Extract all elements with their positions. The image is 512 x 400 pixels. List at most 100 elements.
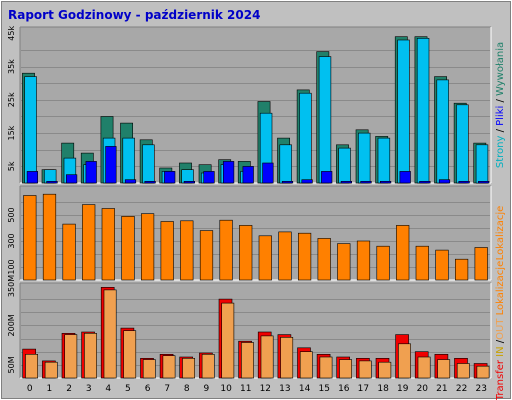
- bar-pliki-5: [122, 137, 135, 184]
- x-tick-label-11: 11: [240, 384, 251, 394]
- x-tick-label-19: 19: [397, 384, 409, 394]
- bar-lokalizacje-14: [297, 232, 312, 281]
- side-label-part: IN: [495, 343, 506, 360]
- side-label-part: OUT: [495, 318, 506, 340]
- x-tick-label-18: 18: [377, 384, 389, 394]
- side-label-part: Strony: [495, 136, 506, 169]
- panel-bottom: 50M 200M 350M Transfer IN /OUT Lokalizacje: [7, 261, 506, 400]
- x-tick-label-12: 12: [260, 384, 271, 394]
- bar-strony-13: [281, 181, 294, 184]
- bar-out-23: [476, 365, 490, 379]
- side-label-part: /: [495, 126, 506, 136]
- bar-pliki-21: [436, 79, 449, 184]
- bar-lokalizacje-2: [62, 223, 76, 281]
- plot-area-bottom: [20, 283, 491, 378]
- bar-lokalizacje-0: [23, 195, 37, 281]
- y-tick-label: 15k: [7, 125, 16, 140]
- bar-out-8: [182, 357, 195, 379]
- bar-pliki-19: [397, 39, 410, 184]
- bar-lokalizacje-16: [337, 243, 351, 281]
- bar-out-3: [84, 332, 97, 379]
- hour-axis-labels: 0 1 2 3 4 5 6 7 8 9 10 11 12 13 14 15 16 17 18 19 20 21 22 23: [27, 384, 487, 394]
- bar-out-5: [123, 330, 137, 379]
- bar-strony-11: [242, 166, 254, 184]
- bar-pliki-22: [456, 104, 469, 184]
- plot-area-middle: [20, 186, 491, 280]
- bar-lokalizacje-8: [180, 220, 194, 281]
- bar-out-7: [162, 355, 176, 379]
- x-tick-label-16: 16: [338, 384, 350, 394]
- bar-lokalizacje-7: [160, 221, 174, 281]
- bar-strony-0: [26, 171, 39, 184]
- plot-area-top: [20, 27, 491, 183]
- bar-pliki-20: [416, 37, 430, 184]
- side-label-part: Transfer: [495, 359, 506, 400]
- bar-out-12: [260, 335, 274, 379]
- bar-strony-1: [46, 181, 58, 184]
- bar-pliki-6: [142, 144, 155, 184]
- bar-pliki-15: [318, 56, 332, 184]
- side-label-part: /: [495, 339, 506, 343]
- bar-out-16: [339, 359, 352, 379]
- bar-strony-14: [301, 179, 313, 184]
- bar-pliki-18: [377, 137, 391, 184]
- bar-out-17: [358, 360, 372, 379]
- bar-strony-21: [438, 179, 451, 184]
- bar-lokalizacje-4: [101, 208, 115, 281]
- bar-pliki-16: [338, 147, 351, 184]
- x-tick-label-0: 0: [27, 384, 33, 394]
- bar-out-6: [142, 359, 156, 379]
- chart-panels: 5k 15k 25k 35k 45k Strony / Pliki / Wywołania…: [7, 26, 506, 400]
- bar-strony-22: [458, 181, 470, 184]
- y-tick-label: 500: [7, 207, 16, 222]
- bar-lokalizacje-5: [121, 216, 135, 281]
- side-label-part: Pliki: [495, 106, 506, 126]
- y-tick-label: 200M: [7, 314, 16, 336]
- bar-out-9: [201, 353, 215, 379]
- bar-out-15: [319, 356, 333, 379]
- bar-strony-16: [340, 181, 353, 184]
- bar-pliki-17: [357, 132, 371, 184]
- x-tick-label-4: 4: [105, 384, 111, 394]
- x-tick-label-6: 6: [145, 384, 151, 394]
- bar-strony-18: [379, 181, 392, 184]
- bar-strony-20: [419, 181, 431, 184]
- x-tick-label-7: 7: [164, 384, 170, 394]
- x-tick-label-1: 1: [47, 384, 53, 394]
- bar-lokalizacje-1: [42, 193, 57, 281]
- bar-out-20: [417, 356, 431, 379]
- bar-lokalizacje-10: [219, 219, 233, 281]
- x-tick-label-20: 20: [417, 384, 429, 394]
- x-tick-label-23: 23: [475, 384, 486, 394]
- x-tick-label-2: 2: [66, 384, 72, 394]
- bar-out-19: [398, 343, 411, 379]
- bar-lokalizacje-15: [317, 238, 331, 281]
- side-label-bottom: Transfer IN /OUT Lokalizacje: [495, 261, 506, 400]
- side-label-part: Wywołania: [495, 42, 506, 96]
- y-tick-label: 100: [7, 259, 16, 274]
- bar-pliki-14: [299, 92, 312, 184]
- panel-top: 5k 15k 25k 35k 45k Strony / Pliki / Wywołania: [7, 26, 506, 184]
- y-tick-label: 350M: [7, 275, 16, 297]
- bar-lokalizacje-21: [435, 249, 449, 281]
- bar-pliki-13: [279, 144, 292, 184]
- bar-lokalizacje-19: [396, 225, 410, 281]
- y-tick-label: 35k: [7, 59, 16, 74]
- bar-out-18: [378, 361, 392, 379]
- panel-middle: 100 300 500 Lokalizacje: [7, 185, 506, 281]
- x-tick-label-22: 22: [456, 384, 467, 394]
- bar-out-4: [103, 289, 117, 379]
- bar-lokalizacje-9: [199, 230, 214, 281]
- bar-out-0: [25, 353, 38, 379]
- x-tick-label-17: 17: [358, 384, 369, 394]
- bar-lokalizacje-20: [415, 245, 429, 281]
- y-tick-label: 25k: [7, 92, 16, 107]
- side-label-top: Strony / Pliki / Wywołania: [495, 42, 506, 168]
- y-tick-label: 5k: [7, 161, 16, 171]
- bar-strony-3: [85, 161, 97, 184]
- bar-out-22: [456, 363, 470, 379]
- bar-strony-10: [223, 161, 235, 184]
- bar-strony-15: [321, 171, 333, 184]
